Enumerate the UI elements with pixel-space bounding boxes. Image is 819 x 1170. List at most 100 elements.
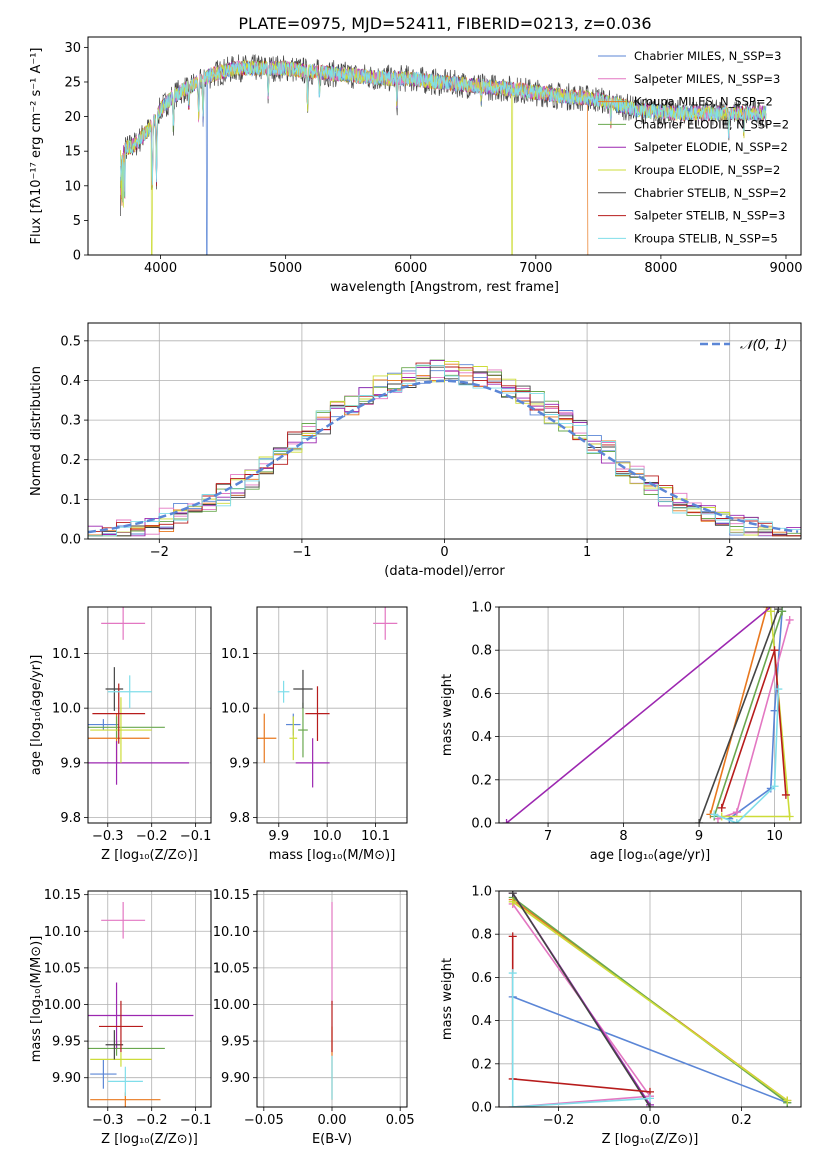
x-tick-label: 10 xyxy=(766,829,783,844)
panel-residuals: −2 −1 0 1 2 0.0 0.1 0.2 0.3 0.4 0.5 (data-model)/er… xyxy=(29,322,802,579)
y-axis-label: mass weight xyxy=(440,674,455,756)
legend: 𝒩(0, 1) xyxy=(700,338,787,353)
axes-frame: 9.9 10.0 10.1 9.8 9.9 10.0 10.1 mass [log₁₀(M/M… xyxy=(221,606,408,863)
y-tick-label: 0.8 xyxy=(471,644,492,659)
y-tick-label: 0.4 xyxy=(471,730,492,745)
y-tick-label: 10.00 xyxy=(213,998,250,1013)
y-tick-label: 10.0 xyxy=(221,702,250,717)
legend-entry-7: Salpeter STELIB, N_SSP=3 xyxy=(634,209,785,223)
weight-marker-c4 xyxy=(502,819,511,823)
weight-marker-c8 xyxy=(710,810,719,819)
x-tick-label: 4000 xyxy=(144,261,177,276)
axes-frame: −0.2 0.0 0.2 0.0 0.2 0.4 0.6 0.8 1.0 Z [log₁₀(Z/Z… xyxy=(440,885,802,1147)
weight-line-c6 xyxy=(512,892,651,1107)
y-tick-label: 0.2 xyxy=(471,773,492,788)
y-tick-label: 0.0 xyxy=(471,817,492,832)
x-tick-label: 0.0 xyxy=(640,1113,661,1128)
y-axis-label: age [log₁₀(age/yr)] xyxy=(29,655,44,776)
y-tick-label: 0.8 xyxy=(471,928,492,943)
weight-line-c5 xyxy=(512,901,788,1102)
panel-spectrum: 4000 5000 6000 7000 8000 9000 0 5 10 15 20 25 30 wave… xyxy=(29,36,803,295)
y-tick-label: 5 xyxy=(73,214,81,229)
x-tick-label: 0 xyxy=(440,545,448,560)
y-tick-label: 10.05 xyxy=(44,961,81,976)
weight-line-c2 xyxy=(709,607,768,815)
x-tick-label: 6000 xyxy=(394,261,427,276)
legend-entry-3: Chabrier ELODIE, N_SSP=2 xyxy=(634,117,789,131)
x-tick-label: 10.1 xyxy=(361,829,390,844)
axes-frame: 7 8 9 10 0.0 0.2 0.4 0.6 0.8 1.0 age [log₁₀(age/yr… xyxy=(440,601,802,863)
spectrum-line-c8 xyxy=(120,60,767,203)
x-axis-label: Z [log₁₀(Z/Z⊙)] xyxy=(101,848,198,863)
plot-area xyxy=(508,891,792,1107)
axes-box xyxy=(87,606,212,824)
y-tick-label: 0.0 xyxy=(471,1101,492,1116)
weight-line-c0 xyxy=(512,996,788,1104)
axes-box xyxy=(256,606,408,824)
y-axis-label: Normed distribution xyxy=(29,366,44,496)
y-tick-label: 0.4 xyxy=(471,1014,492,1029)
axes-frame: −0.05 0.00 0.05 9.90 9.95 10.00 10.05 10.10 10.1… xyxy=(213,888,415,1147)
x-tick-label: 0.00 xyxy=(318,1113,347,1128)
histogram-c3 xyxy=(88,359,801,537)
weight-marker-c8 xyxy=(732,819,741,823)
y-tick-label: 15 xyxy=(64,145,81,160)
legend-entry-0: Chabrier MILES, N_SSP=3 xyxy=(634,49,781,63)
legend-entry-1: Salpeter MILES, N_SSP=3 xyxy=(634,72,780,86)
weight-marker-c8 xyxy=(770,782,779,791)
weight-marker-c8 xyxy=(774,685,783,694)
panel-weight-vs-Z: −0.2 0.0 0.2 0.0 0.2 0.4 0.6 0.8 1.0 Z [log₁₀(Z/Z… xyxy=(440,885,802,1147)
y-tick-label: 30 xyxy=(64,41,81,56)
weight-marker-c5 xyxy=(766,607,775,616)
weight-marker-c7 xyxy=(781,790,790,799)
x-tick-label: 7 xyxy=(544,829,552,844)
x-tick-label: −2 xyxy=(150,545,169,560)
x-tick-label: −0.1 xyxy=(180,1113,212,1128)
legend-entry-2: Kroupa MILES, N_SSP=2 xyxy=(634,95,773,109)
y-tick-label: 10.1 xyxy=(221,647,250,662)
y-tick-label: 0.6 xyxy=(471,971,492,986)
plot-area xyxy=(88,359,801,537)
x-tick-label: 9.9 xyxy=(268,829,289,844)
plot-area xyxy=(88,901,194,1107)
x-tick-label: −0.1 xyxy=(180,829,212,844)
weight-marker-c1 xyxy=(732,808,741,817)
y-tick-label: 10.10 xyxy=(44,925,81,940)
axes-box xyxy=(87,36,802,256)
x-axis-label: (data-model)/error xyxy=(384,564,505,579)
y-tick-label: 10.15 xyxy=(44,888,81,903)
axes-frame: 4000 5000 6000 7000 8000 9000 0 5 10 15 20 25 30 wave… xyxy=(29,36,803,295)
weight-marker-c5 xyxy=(783,1096,792,1105)
weight-line-c3 xyxy=(512,896,788,1104)
x-tick-label: −0.2 xyxy=(543,1113,575,1128)
y-tick-label: 9.8 xyxy=(60,811,81,826)
y-tick-label: 9.90 xyxy=(52,1071,81,1086)
normal-curve xyxy=(88,379,799,534)
weight-line-c6 xyxy=(698,608,780,823)
y-tick-label: 9.9 xyxy=(60,756,81,771)
y-axis-label: mass weight xyxy=(440,958,455,1040)
legend-entry-8: Kroupa STELIB, N_SSP=5 xyxy=(634,231,778,245)
weight-marker-c8 xyxy=(508,969,517,978)
axes-frame: −2 −1 0 1 2 0.0 0.1 0.2 0.3 0.4 0.5 (data-model)/er… xyxy=(29,322,802,579)
weight-marker-c8 xyxy=(508,1103,517,1107)
y-tick-label: 0.4 xyxy=(60,374,81,389)
weight-line-c3 xyxy=(713,611,783,817)
weight-marker-c6 xyxy=(646,1103,654,1107)
weight-marker-c6 xyxy=(774,607,783,614)
axes-box xyxy=(87,890,212,1108)
x-tick-label: 8000 xyxy=(644,261,677,276)
plot-area xyxy=(120,54,767,255)
x-tick-label: −0.2 xyxy=(136,829,168,844)
x-tick-label: −1 xyxy=(292,545,311,560)
y-tick-label: 0.1 xyxy=(60,493,81,508)
legend: Chabrier MILES, N_SSP=3 Salpeter MILES, N… xyxy=(598,49,789,245)
legend-entry-4: Salpeter ELODIE, N_SSP=2 xyxy=(634,140,788,154)
x-tick-label: −0.2 xyxy=(136,1113,168,1128)
weight-marker-c7 xyxy=(717,803,726,812)
y-axis-label: Flux [fλ10⁻¹⁷ erg cm⁻² s⁻¹ A⁻¹] xyxy=(29,48,44,245)
y-tick-label: 10.15 xyxy=(213,888,250,903)
y-tick-label: 0.2 xyxy=(60,453,81,468)
x-tick-label: 7000 xyxy=(519,261,552,276)
